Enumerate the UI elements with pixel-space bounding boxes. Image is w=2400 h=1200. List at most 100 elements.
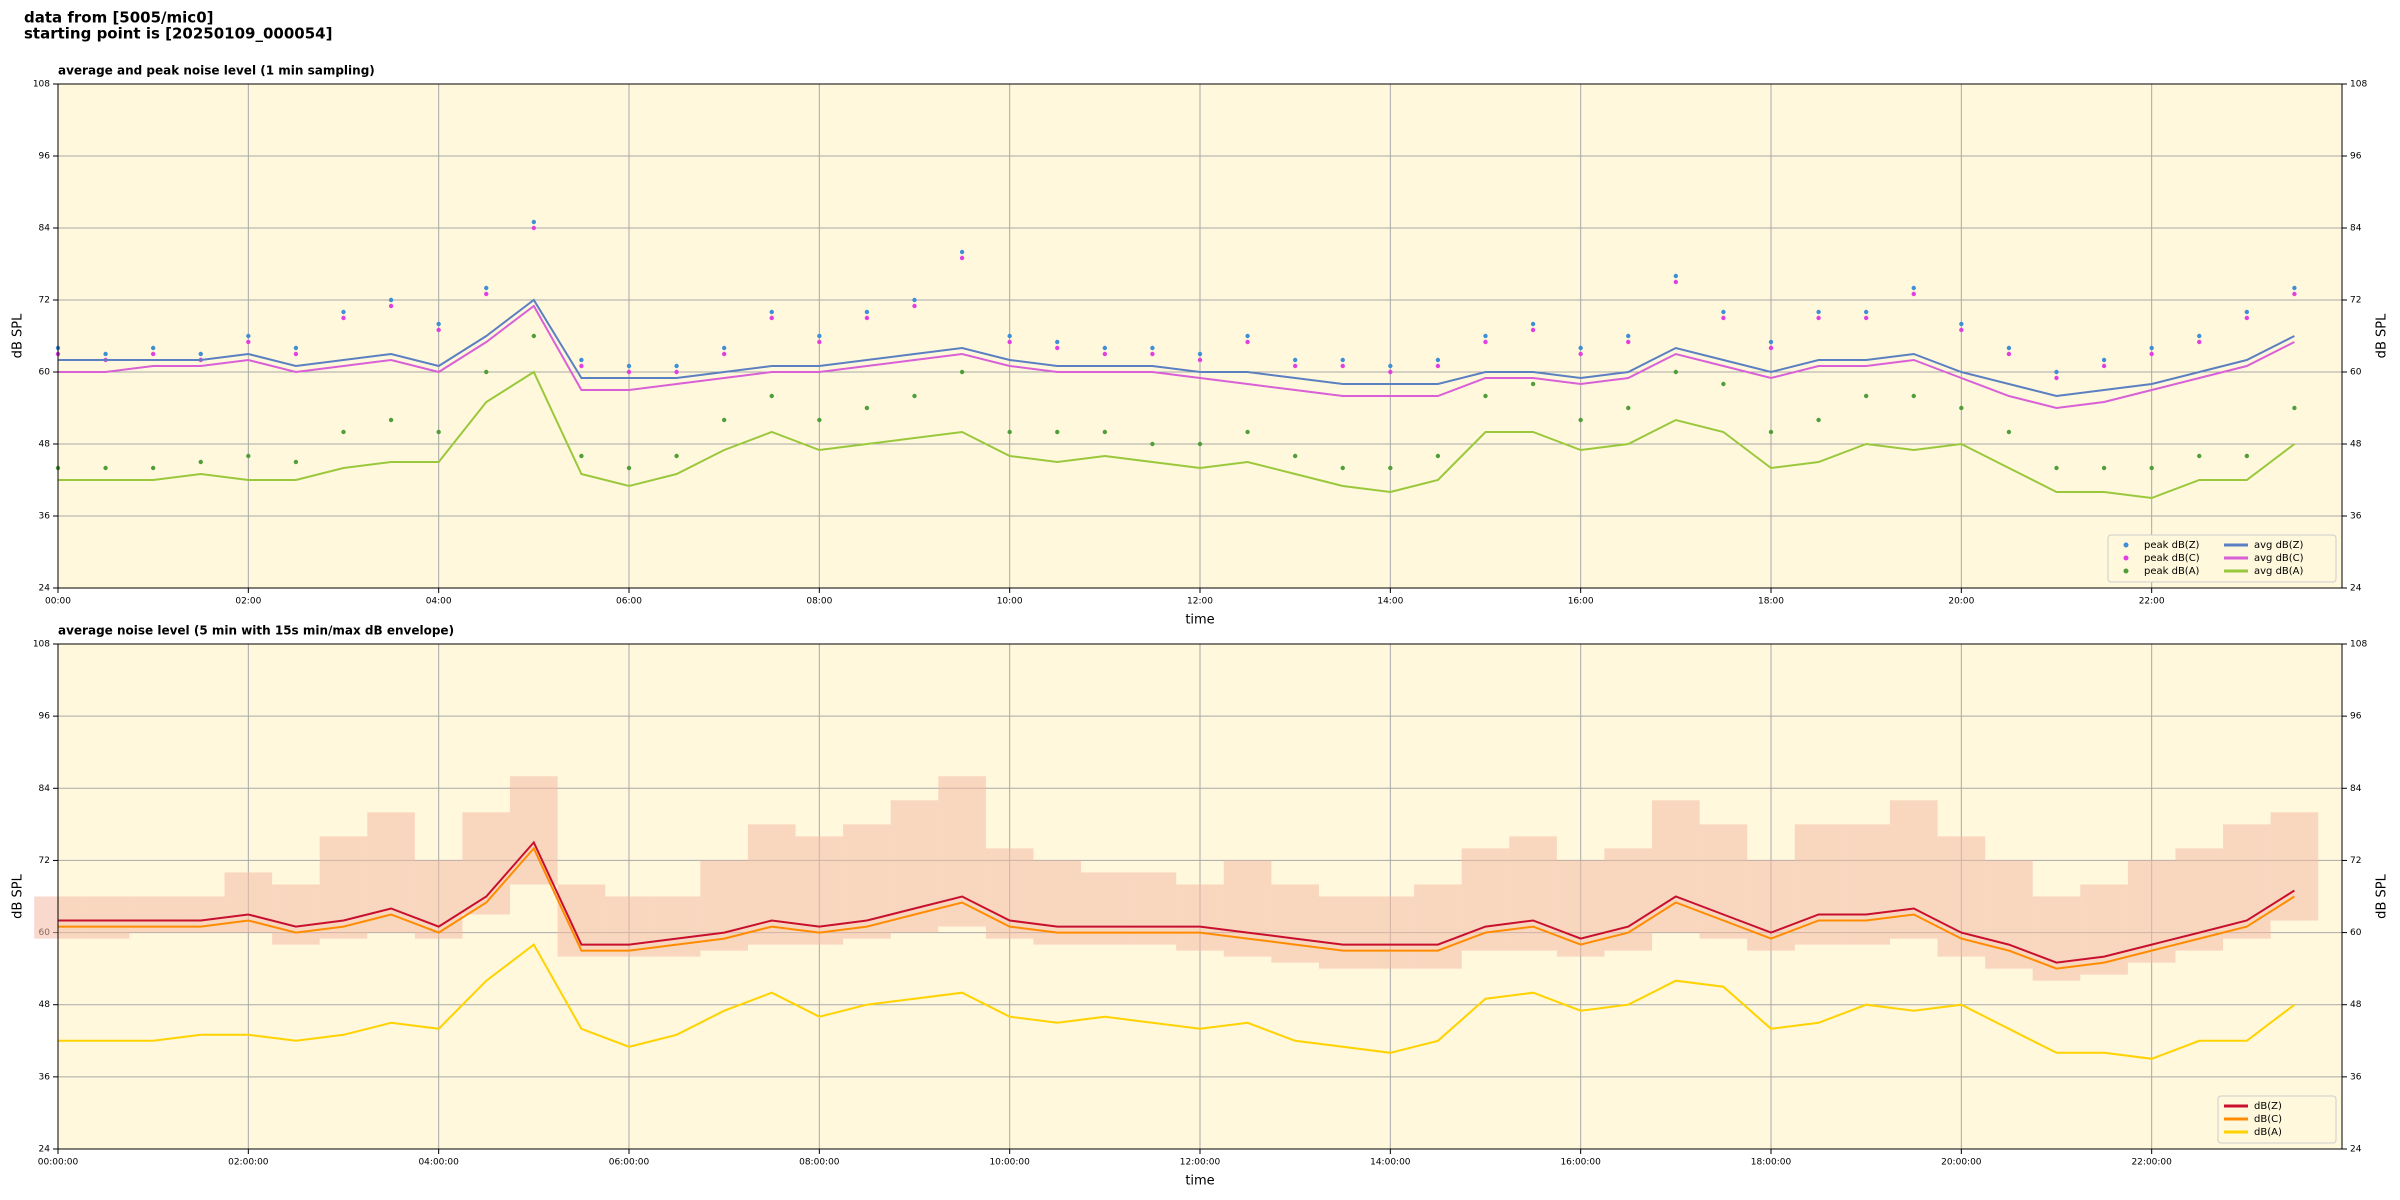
- y-tick-label: 24: [2350, 1145, 2362, 1155]
- peak-point: [959, 255, 965, 261]
- peak-point: [2244, 309, 2250, 315]
- y-tick-label: 96: [2350, 152, 2362, 162]
- header-line: data from [5005/mic0]: [24, 9, 214, 27]
- peak-point: [2101, 357, 2107, 363]
- peak-point: [1578, 345, 1583, 351]
- y-tick-label: 60: [2350, 928, 2362, 938]
- header-line: starting point is [20250109_000054]: [24, 25, 332, 43]
- peak-point: [1340, 465, 1345, 471]
- envelope: [462, 812, 511, 915]
- legend-label: dB(C): [2254, 1114, 2282, 1125]
- envelope: [1318, 896, 1367, 969]
- envelope: [1985, 860, 2033, 969]
- x-tick-label: 16:00:00: [1560, 1158, 1601, 1168]
- y-tick-label: 108: [33, 640, 50, 650]
- peak-point: [484, 285, 489, 291]
- peak-point: [1245, 339, 1250, 345]
- peak-point: [484, 369, 489, 375]
- y-tick-label: 84: [2350, 784, 2362, 794]
- peak-point: [388, 303, 394, 309]
- peak-point: [150, 351, 156, 357]
- y-tick-label: 24: [39, 1145, 51, 1155]
- peak-point: [2197, 453, 2202, 459]
- peak-point: [1578, 351, 1583, 357]
- y-tick-label: 48: [39, 1000, 51, 1010]
- peak-point: [1816, 309, 1821, 315]
- x-tick-label: 06:00: [616, 597, 642, 607]
- peak-point: [436, 429, 441, 435]
- peak-point: [1435, 453, 1441, 459]
- legend-marker: [2123, 568, 2129, 574]
- y-tick-label: 72: [39, 296, 50, 306]
- peak-point: [1245, 333, 1250, 339]
- peak-point: [2101, 363, 2107, 369]
- peak-point: [2006, 351, 2012, 357]
- envelope: [985, 848, 1034, 939]
- peak-point: [1530, 381, 1536, 387]
- peak-point: [674, 369, 679, 375]
- legend-label: avg dB(C): [2254, 553, 2304, 564]
- peak-point: [864, 309, 870, 315]
- x-tick-label: 00:00: [45, 597, 71, 607]
- envelope: [1223, 860, 1272, 957]
- peak-point: [2292, 285, 2297, 291]
- x-tick-label: 18:00: [1758, 597, 1784, 607]
- peak-point: [2292, 291, 2297, 297]
- legend-label: dB(Z): [2254, 1101, 2282, 1112]
- peak-point: [1388, 369, 1393, 375]
- plot-frame: [57, 83, 2343, 589]
- peak-point: [1816, 315, 1821, 321]
- x-tick-label: 14:00:00: [1370, 1158, 1411, 1168]
- y-tick-label: 72: [39, 856, 50, 866]
- peak-point: [531, 333, 537, 339]
- legend-label: peak dB(Z): [2144, 540, 2200, 551]
- x-axis-label: time: [1185, 1174, 1214, 1189]
- peak-point: [1673, 273, 1679, 279]
- legend-marker: [2123, 542, 2129, 548]
- peak-point: [2006, 345, 2012, 351]
- peak-point: [864, 315, 870, 321]
- peak-point: [341, 429, 346, 435]
- peak-point: [531, 225, 537, 231]
- peak-point: [2006, 429, 2012, 435]
- peak-point: [1055, 429, 1060, 435]
- peak-point: [150, 465, 156, 471]
- peak-point: [1007, 339, 1012, 345]
- x-tick-label: 02:00:00: [228, 1158, 269, 1168]
- peak-point: [1055, 345, 1060, 351]
- peak-point: [1292, 363, 1298, 369]
- peak-point: [1578, 417, 1583, 423]
- legend-box: [2107, 534, 2337, 583]
- envelope: [1652, 800, 1700, 933]
- x-tick-label: 20:00: [1948, 597, 1974, 607]
- peak-point: [1102, 351, 1108, 357]
- peak-point: [1721, 315, 1726, 321]
- peak-point: [769, 315, 774, 321]
- peak-point: [721, 351, 727, 357]
- peak-point: [1863, 309, 1869, 315]
- envelope: [700, 860, 748, 951]
- y-tick-label: 36: [2350, 512, 2362, 522]
- y-tick-label: 96: [2350, 712, 2362, 722]
- peak-point: [1340, 363, 1345, 369]
- peak-point: [2101, 465, 2107, 471]
- peak-point: [1626, 339, 1631, 345]
- y-tick-label: 84: [2350, 224, 2362, 234]
- peak-point: [246, 453, 251, 459]
- peak-point: [579, 363, 584, 369]
- peak-point: [2054, 369, 2059, 375]
- peak-point: [674, 363, 679, 369]
- envelope: [1842, 824, 1890, 945]
- y-axis-label: dB SPL: [2375, 873, 2390, 918]
- peak-point: [1673, 279, 1679, 285]
- y-tick-label: 60: [39, 368, 51, 378]
- peak-point: [1197, 441, 1203, 447]
- series-line: [58, 298, 2295, 398]
- x-tick-label: 18:00:00: [1751, 1158, 1792, 1168]
- peak-point: [103, 351, 108, 357]
- legend-label: peak dB(A): [2144, 566, 2200, 577]
- peak-point: [1245, 429, 1250, 435]
- peak-point: [769, 309, 774, 315]
- x-axis-label: time: [1185, 613, 1214, 628]
- peak-point: [1959, 327, 1964, 333]
